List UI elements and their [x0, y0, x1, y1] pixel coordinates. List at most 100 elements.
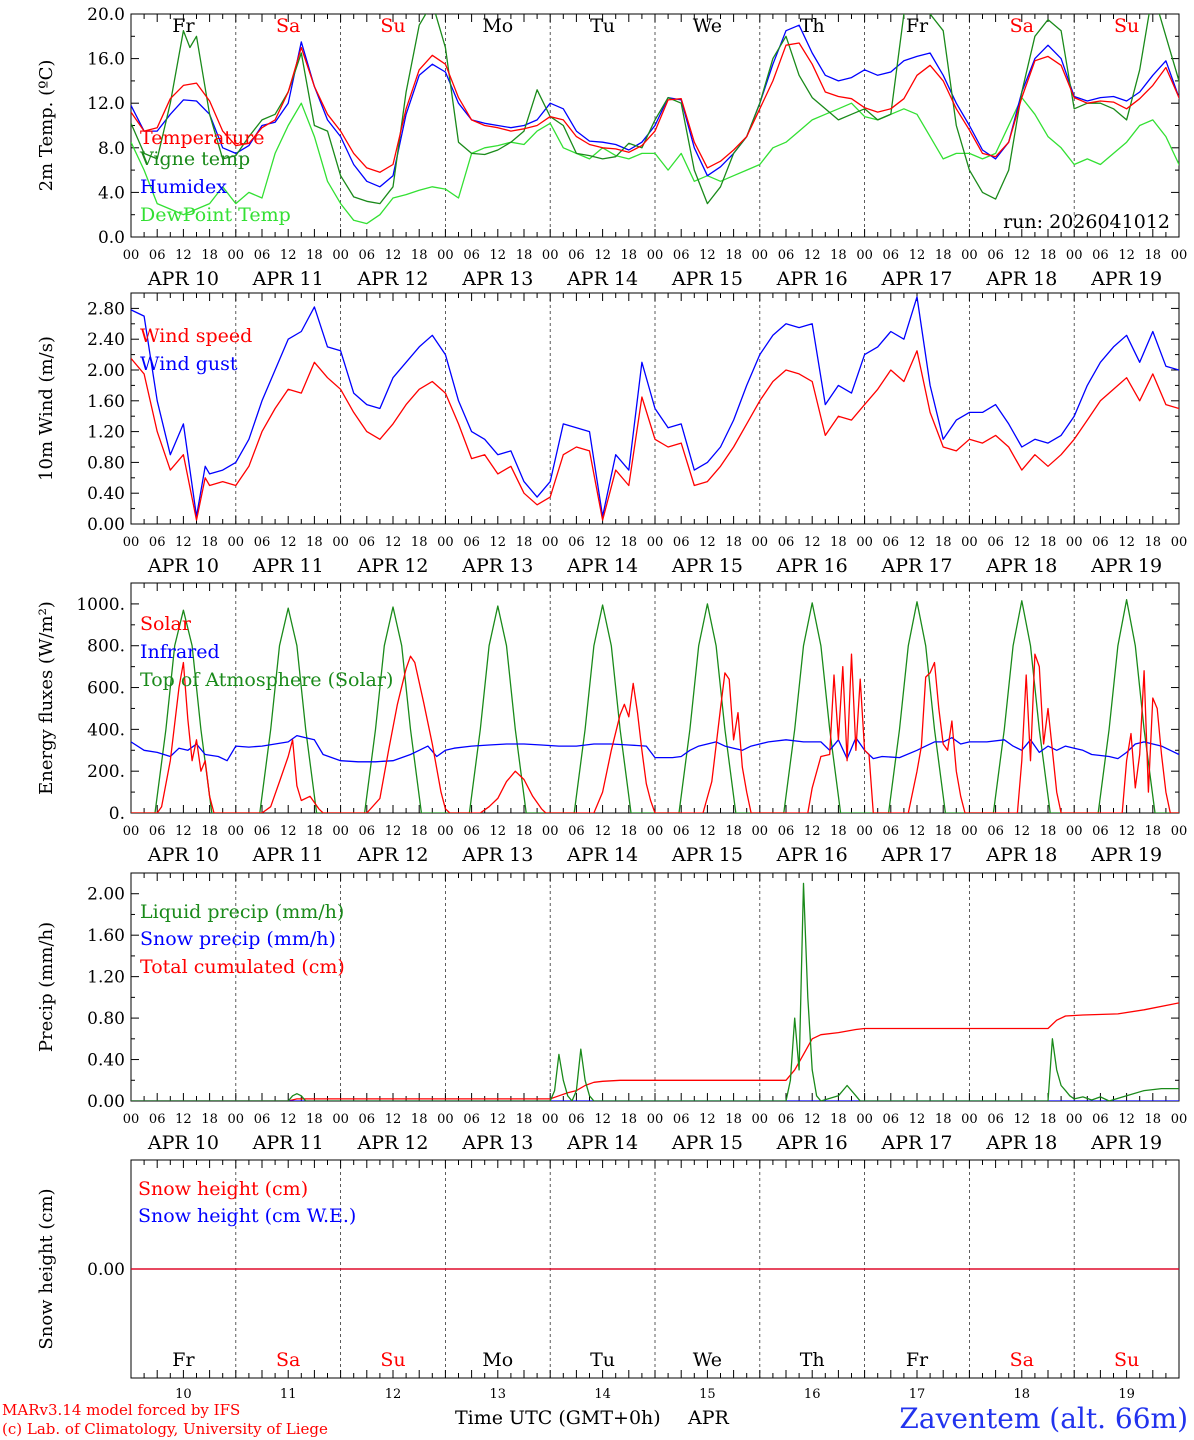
date-label: APR 17	[880, 1132, 952, 1154]
x-tick-label: 18	[306, 248, 323, 263]
day-number-label: 11	[280, 1387, 297, 1402]
x-tick-label: 00	[228, 535, 245, 550]
x-tick-label: 00	[752, 1112, 769, 1127]
y-tick-label: 0.00	[87, 1092, 125, 1112]
x-tick-label: 18	[830, 824, 847, 839]
x-tick-label: 00	[647, 248, 664, 263]
x-tick-label: 12	[1014, 824, 1031, 839]
weekday-label: Th	[800, 15, 825, 37]
series-line-top-of-atmosphere-solar-	[131, 599, 1179, 813]
date-label: APR 10	[147, 555, 219, 577]
date-label: APR 13	[461, 268, 533, 290]
weekday-label: Fr	[172, 15, 195, 37]
date-label: APR 13	[461, 1132, 533, 1154]
day-number-label: 16	[804, 1387, 821, 1402]
legend-entry: Snow height (cm)	[138, 1178, 308, 1200]
y-tick-label: 200.	[87, 762, 125, 782]
series-group	[131, 599, 1179, 813]
weekday-label: We	[693, 1349, 722, 1371]
x-tick-label: 06	[673, 535, 690, 550]
x-tick-label: 06	[778, 248, 795, 263]
x-tick-label: 06	[987, 248, 1004, 263]
date-label: APR 15	[671, 844, 743, 866]
x-tick-label: 12	[909, 248, 926, 263]
series-line-temperature	[131, 42, 1179, 173]
weekday-label: Tu	[590, 1349, 615, 1371]
x-tick-label: 00	[1066, 824, 1083, 839]
weekday-label: Sa	[276, 1349, 300, 1371]
x-tick-label: 00	[752, 248, 769, 263]
y-tick-label: 0.0	[98, 228, 125, 248]
x-tick-label: 18	[306, 824, 323, 839]
weekday-label: We	[693, 15, 722, 37]
x-tick-label: 00	[332, 824, 349, 839]
x-tick-label: 06	[359, 824, 376, 839]
x-tick-label: 12	[804, 248, 821, 263]
weekday-label: Su	[1114, 1349, 1139, 1371]
x-tick-label: 00	[1066, 1112, 1083, 1127]
x-tick-label: 18	[306, 535, 323, 550]
x-tick-label: 12	[175, 1112, 192, 1127]
x-tick-label: 12	[175, 248, 192, 263]
x-tick-label: 18	[935, 1112, 952, 1127]
x-tick-label: 18	[201, 824, 218, 839]
x-tick-label: 00	[961, 535, 978, 550]
x-tick-label: 06	[778, 824, 795, 839]
x-tick-label: 06	[673, 1112, 690, 1127]
series-line-liquid-precip-mm-h-	[131, 882, 1179, 1101]
date-label: APR 16	[776, 555, 848, 577]
x-tick-label: 00	[228, 248, 245, 263]
date-label: APR 11	[252, 268, 324, 290]
x-tick-label: 00	[647, 824, 664, 839]
y-axis-label: Energy fluxes (W/m²)	[36, 601, 57, 795]
x-tick-label: 18	[725, 535, 742, 550]
x-tick-label: 00	[1171, 1112, 1188, 1127]
y-tick-label: 2.80	[87, 299, 125, 319]
x-tick-label: 06	[883, 1112, 900, 1127]
x-tick-label: 18	[830, 248, 847, 263]
x-tick-label: 12	[490, 248, 507, 263]
x-tick-label: 18	[725, 248, 742, 263]
date-label: APR 16	[776, 844, 848, 866]
x-tick-label: 12	[1118, 248, 1135, 263]
legend-entry: Snow height (cm W.E.)	[138, 1205, 356, 1227]
day-number-label: 10	[175, 1387, 192, 1402]
x-tick-label: 00	[437, 1112, 454, 1127]
x-tick-label: 06	[1092, 248, 1109, 263]
x-tick-label: 06	[254, 824, 271, 839]
x-tick-label: 18	[516, 1112, 533, 1127]
weekday-label: Tu	[590, 15, 615, 37]
x-tick-label: 06	[1092, 535, 1109, 550]
x-tick-label: 18	[1040, 248, 1057, 263]
x-tick-label: 18	[1145, 535, 1162, 550]
x-tick-label: 00	[1171, 535, 1188, 550]
date-label: APR 15	[671, 268, 743, 290]
legend-entry: Top of Atmosphere (Solar)	[140, 669, 393, 691]
x-tick-label: 06	[254, 535, 271, 550]
x-tick-label: 18	[935, 824, 952, 839]
date-label: APR 18	[985, 1132, 1057, 1154]
x-tick-label: 06	[1092, 824, 1109, 839]
x-tick-label: 18	[830, 535, 847, 550]
x-axis-label: Time UTC (GMT+0h)	[455, 1407, 661, 1429]
series-group	[131, 296, 1179, 521]
x-tick-label: 18	[201, 248, 218, 263]
x-tick-label: 18	[621, 535, 638, 550]
x-tick-label: 00	[542, 248, 559, 263]
y-tick-label: 0.00	[87, 1260, 125, 1280]
x-tick-label: 00	[856, 824, 873, 839]
x-tick-label: 06	[463, 1112, 480, 1127]
x-tick-label: 06	[568, 535, 585, 550]
weekday-label: Mo	[482, 1349, 513, 1371]
day-number-label: 15	[699, 1387, 716, 1402]
x-tick-label: 06	[359, 1112, 376, 1127]
x-tick-label: 06	[987, 535, 1004, 550]
x-tick-label: 06	[359, 248, 376, 263]
x-tick-label: 00	[856, 248, 873, 263]
x-tick-label: 12	[909, 1112, 926, 1127]
y-tick-label: 1.60	[87, 392, 125, 412]
date-label: APR 14	[566, 268, 638, 290]
x-tick-label: 00	[856, 535, 873, 550]
x-tick-label: 12	[699, 248, 716, 263]
